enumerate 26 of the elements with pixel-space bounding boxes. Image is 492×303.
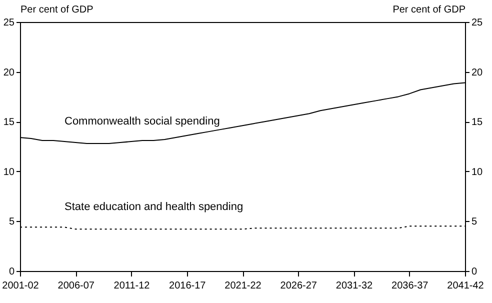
y-tick-label: 5	[8, 216, 15, 228]
y2-tick-label: 15	[472, 117, 484, 128]
x-tick-label: 2011-12	[114, 280, 150, 292]
y-tick-label: 0	[8, 266, 15, 278]
x-tick-label: 2036-37	[392, 280, 429, 292]
series-label: Commonwealth social spending	[64, 116, 220, 128]
x-tick-label: 2016-17	[169, 280, 206, 292]
y-tick-label: 10	[3, 166, 15, 178]
y-tick-label: 25	[3, 18, 15, 28]
series-label: State education and health spending	[64, 201, 244, 214]
x-tick-label: 2021-22	[224, 280, 262, 292]
y-tick-label: 15	[3, 117, 15, 128]
x-tick-label: 2041-42	[447, 280, 484, 292]
x-tick-label: 2031-32	[336, 280, 374, 292]
y2-tick-label: 25	[472, 18, 484, 28]
line-series	[20, 82, 466, 144]
y2-tick-label: 20	[472, 67, 484, 78]
y-tick-label: 20	[3, 67, 15, 78]
x-tick-label: 2001-02	[2, 280, 40, 292]
x-tick-label: 2006-07	[58, 280, 95, 292]
y2-tick-label: 5	[472, 216, 478, 228]
y-axis-title: Per cent of GDP	[20, 4, 94, 16]
x-tick-label: 2026-27	[280, 280, 318, 292]
y2-tick-label: 10	[472, 166, 484, 178]
y2-axis-title: Per cent of GDP	[392, 4, 466, 16]
y2-tick-label: 0	[472, 266, 478, 278]
